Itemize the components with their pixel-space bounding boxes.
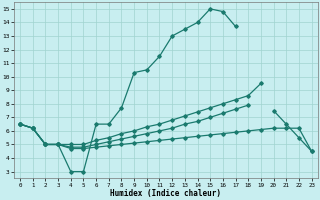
X-axis label: Humidex (Indice chaleur): Humidex (Indice chaleur): [110, 189, 221, 198]
